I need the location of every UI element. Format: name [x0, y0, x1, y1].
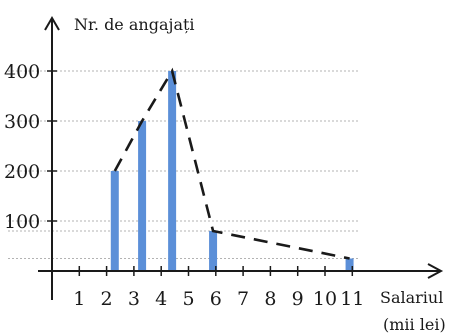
- bar-4: [209, 231, 218, 271]
- bar-2: [138, 121, 147, 271]
- y-tick-label: 100: [4, 211, 40, 233]
- y-axis-label: Nr. de angajați: [74, 15, 195, 34]
- bar-3: [168, 71, 177, 271]
- x-tick-labels: 1 2 3 4 5 6 7 8 9 10 11: [73, 266, 364, 310]
- x-tick-label: 5: [182, 288, 194, 310]
- y-tick-label: 200: [4, 161, 40, 183]
- x-tick-label: 4: [155, 288, 167, 310]
- y-tick-label: 400: [4, 61, 40, 83]
- axes: [38, 16, 444, 300]
- x-tick-label: 11: [340, 288, 364, 310]
- x-axis-unit-label: (mii lei): [383, 315, 446, 334]
- polygon-line: [113, 67, 350, 260]
- y-axis-arrow-icon: [44, 16, 60, 31]
- y-tick-labels: 100 200 300 400: [4, 61, 57, 233]
- bars: [110, 71, 354, 271]
- x-tick-label: 1: [73, 288, 85, 310]
- x-tick-label: 8: [264, 288, 276, 310]
- bar-5: [345, 258, 354, 271]
- bar-1: [110, 171, 119, 271]
- x-tick-label: 10: [313, 288, 337, 310]
- gridlines: [8, 70, 360, 259]
- x-axis-label: Salariul: [380, 288, 443, 307]
- x-tick-label: 2: [101, 288, 113, 310]
- x-tick-label: 6: [210, 288, 222, 310]
- x-tick-label: 7: [237, 288, 249, 310]
- x-axis-arrow-icon: [427, 263, 444, 279]
- x-tick-label: 9: [292, 288, 304, 310]
- y-tick-label: 300: [4, 111, 40, 133]
- frequency-polygon: [113, 67, 350, 260]
- x-tick-label: 3: [128, 288, 140, 310]
